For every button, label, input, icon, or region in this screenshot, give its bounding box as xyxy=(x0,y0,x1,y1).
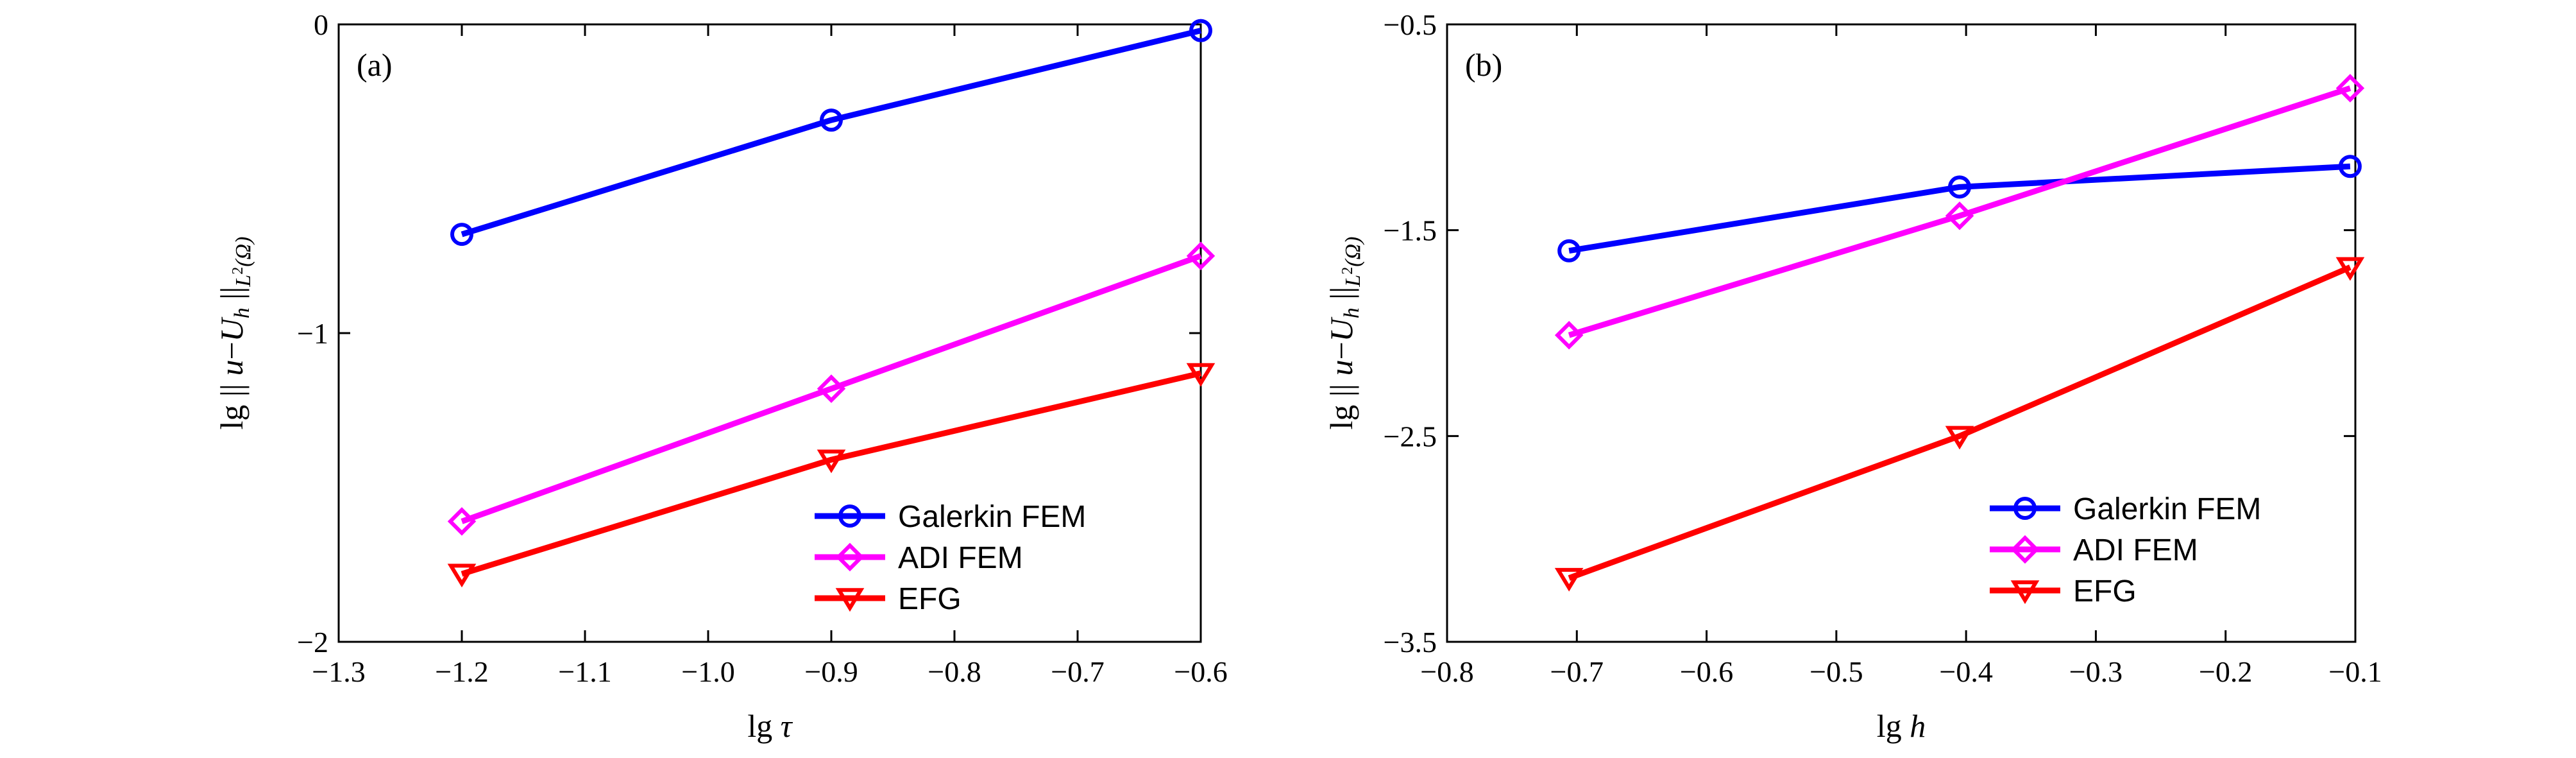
legend: Galerkin FEM ADI FEM EFG xyxy=(815,500,1086,616)
series-line-galerkin-fem xyxy=(1568,163,2351,254)
x-tick-label: −0.9 xyxy=(804,655,858,688)
data-point-marker xyxy=(450,223,473,246)
y-label-sup-2: 2 xyxy=(1339,267,1356,275)
y-label-u: u xyxy=(1323,360,1359,376)
x-tick-label: −0.5 xyxy=(1809,655,1863,688)
legend-marker xyxy=(835,588,865,612)
data-point-marker xyxy=(820,108,843,132)
x-axis-symbol: τ xyxy=(781,708,793,744)
x-tick-label: −0.3 xyxy=(2069,655,2123,688)
series-line-efg xyxy=(461,370,1202,577)
data-point-marker xyxy=(2335,257,2365,281)
x-tick-label: −0.6 xyxy=(1680,655,1733,688)
legend-label: Galerkin FEM xyxy=(898,500,1086,534)
x-tick-label: −0.1 xyxy=(2328,655,2382,688)
y-label-minus: − xyxy=(1323,341,1359,359)
x-axis-label: lg τ xyxy=(747,708,793,744)
legend-marker xyxy=(2013,497,2037,520)
data-point-marker xyxy=(1186,363,1216,387)
y-tick-label: −2.5 xyxy=(1384,420,1437,452)
chart-panel-b: −0.8 −0.7 −0.6 −0.5 −0.4 −0.3 −0.2 −0.1 −3.5 −2.5… xyxy=(1323,8,2382,744)
y-label-sub-omega: (Ω) xyxy=(1341,237,1365,267)
legend-label: Galerkin FEM xyxy=(2073,492,2261,526)
series-line-efg xyxy=(1568,264,2351,581)
y-axis-label: lg || u−Uh ||L2(Ω) xyxy=(1323,237,1365,430)
y-tick-label: −1 xyxy=(297,317,328,350)
y-tick-label: −2 xyxy=(297,626,328,659)
y-axis-label: lg || u−Uh ||L2(Ω) xyxy=(214,237,255,430)
panel-label: (a) xyxy=(357,47,393,83)
data-point-marker xyxy=(1945,201,1974,230)
y-label-minus: − xyxy=(214,341,250,359)
data-point-marker xyxy=(1186,241,1216,270)
x-axis-symbol: h xyxy=(1910,708,1926,744)
legend-marker xyxy=(835,542,865,572)
panel-label: (b) xyxy=(1465,47,1502,83)
data-point-marker xyxy=(447,507,477,536)
data-point-marker xyxy=(1554,567,1584,592)
data-point-marker xyxy=(447,564,477,588)
x-tick-label: −0.8 xyxy=(928,655,981,688)
y-label-norm: || xyxy=(1323,287,1359,308)
x-tick-label: −1.1 xyxy=(558,655,611,688)
x-tick-label: −0.6 xyxy=(1174,655,1227,688)
legend-label: EFG xyxy=(2073,574,2137,608)
legend-label: ADI FEM xyxy=(898,541,1023,575)
legend-label: ADI FEM xyxy=(2073,533,2198,567)
y-label-sub-L: L xyxy=(1341,275,1365,288)
y-label-u: u xyxy=(214,360,250,376)
legend-marker xyxy=(2010,535,2040,564)
y-label-U: U xyxy=(1323,316,1359,341)
data-point-marker xyxy=(1554,320,1584,350)
data-point-marker xyxy=(2335,74,2365,103)
x-tick-label: −0.7 xyxy=(1051,655,1104,688)
y-label-norm: || xyxy=(214,287,250,308)
x-tick-label: −1.2 xyxy=(435,655,488,688)
chart-panel-a: −1.3 −1.2 −1.1 −1.0 −0.9 −0.8 −0.7 −0.6−2−10lg … xyxy=(214,8,1228,744)
x-tick-label: −1.3 xyxy=(312,655,365,688)
legend-marker xyxy=(838,504,861,528)
data-point-marker xyxy=(2338,155,2362,178)
y-tick-label: −3.5 xyxy=(1384,626,1437,659)
y-label-prefix: lg || xyxy=(1323,376,1359,430)
y-label-sup-2: 2 xyxy=(230,267,246,275)
y-label-sub-h: h xyxy=(230,307,254,318)
x-tick-label: −0.7 xyxy=(1550,655,1604,688)
data-point-marker xyxy=(1557,239,1581,263)
y-tick-label: −0.5 xyxy=(1384,8,1437,41)
y-label-prefix: lg || xyxy=(214,376,250,430)
legend: Galerkin FEM ADI FEM EFG xyxy=(1990,492,2261,608)
series-line-galerkin-fem xyxy=(461,28,1202,237)
data-point-marker xyxy=(1948,175,1972,199)
data-point-marker xyxy=(817,374,846,403)
x-tick-label: −1.0 xyxy=(681,655,734,688)
y-label-sub-h: h xyxy=(1340,307,1364,318)
series-line-adi-fem xyxy=(1568,85,2351,338)
plot-frame xyxy=(337,23,1202,643)
x-tick-label: −0.8 xyxy=(1420,655,1473,688)
y-label-sub-L: L xyxy=(232,275,255,288)
x-tick-label: −0.2 xyxy=(2199,655,2252,688)
y-label-U: U xyxy=(214,316,250,341)
plot-frame xyxy=(1446,23,2357,643)
x-axis-label: lg h xyxy=(1877,708,1926,744)
y-label-sub-omega: (Ω) xyxy=(232,237,255,267)
y-tick-label: 0 xyxy=(314,8,328,41)
x-tick-label: −0.4 xyxy=(1939,655,1992,688)
data-point-marker xyxy=(1189,19,1212,42)
legend-marker xyxy=(2010,580,2040,605)
y-tick-label: −1.5 xyxy=(1384,214,1437,247)
data-point-marker xyxy=(817,449,846,474)
legend-label: EFG xyxy=(898,582,962,616)
series-line-adi-fem xyxy=(461,253,1202,524)
data-point-marker xyxy=(1945,426,1974,450)
